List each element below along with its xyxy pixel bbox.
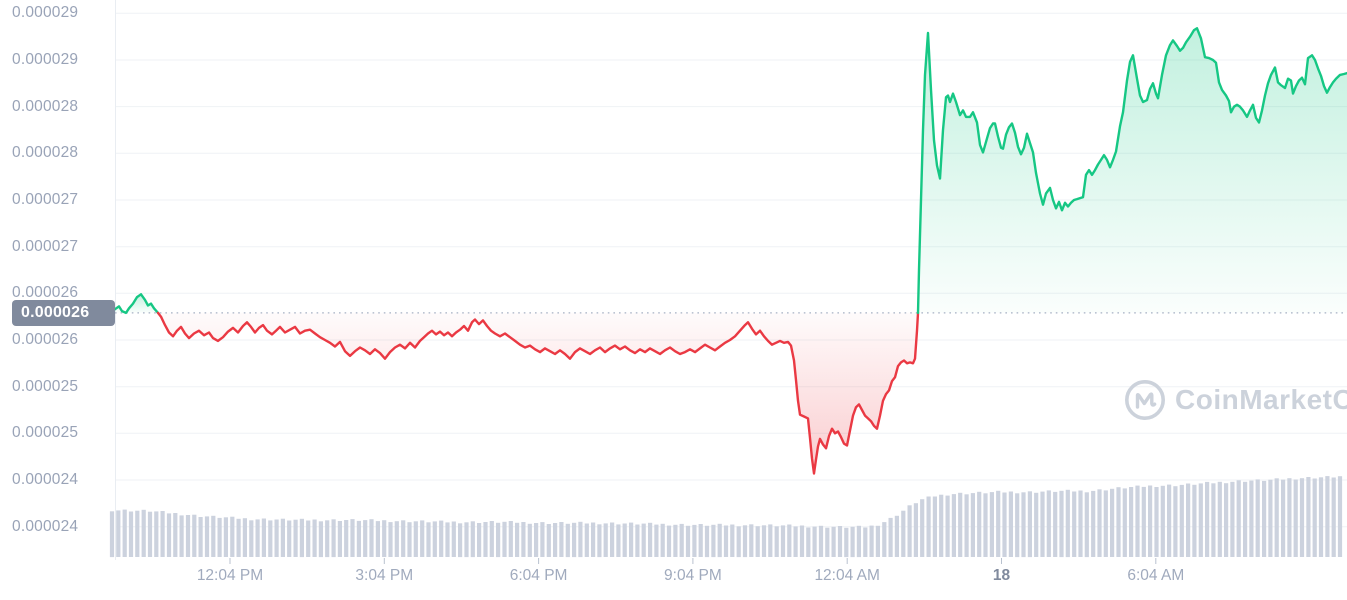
y-axis-label: 0.000027: [12, 190, 79, 208]
x-axis-label: 12:04 PM: [196, 567, 264, 584]
volume-bars: [109, 476, 1343, 558]
baseline-price-badge: 0.000026: [12, 300, 115, 326]
price-area-fills: [115, 28, 1347, 474]
y-axis-label: 0.000029: [12, 50, 79, 68]
x-axis-label: 12:04 AM: [814, 567, 880, 584]
y-axis-label: 0.000024: [12, 517, 79, 535]
y-axis-label: 0.000026: [12, 330, 79, 348]
price-line-up: [113, 293, 160, 315]
y-axis-label: 0.000029: [12, 4, 79, 22]
y-axis-label: 0.000026: [12, 284, 79, 302]
x-axis-label: 3:04 PM: [355, 567, 414, 584]
y-axis-label: 0.000028: [12, 97, 79, 115]
x-tick-marks: [229, 558, 1157, 564]
y-axis-label: 0.000025: [12, 424, 79, 442]
x-axis-label: 9:04 PM: [664, 567, 722, 584]
y-axis-label: 0.000025: [12, 377, 79, 395]
y-axis-label: 0.000028: [12, 144, 79, 162]
y-axis-label: 0.000027: [12, 237, 79, 255]
x-axis-label: 6:04 PM: [509, 567, 568, 584]
price-line-down: [156, 311, 920, 475]
price-line-up: [916, 27, 1347, 315]
x-axis-label: 6:04 AM: [1127, 567, 1185, 584]
y-axis-label: 0.000024: [12, 471, 79, 488]
x-axis-label-date: 18: [992, 567, 1011, 584]
